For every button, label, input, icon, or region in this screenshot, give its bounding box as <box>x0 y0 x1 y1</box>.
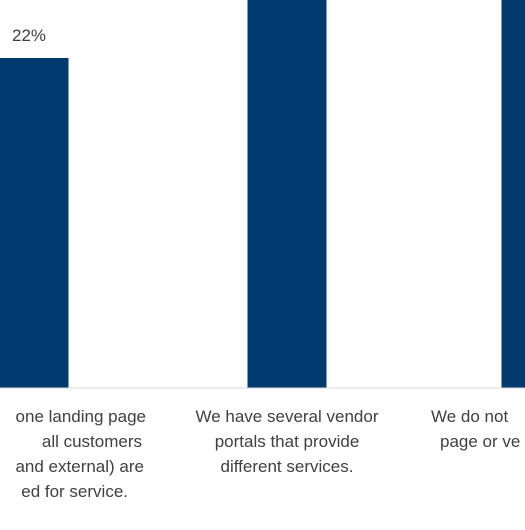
bar-2 <box>502 0 525 388</box>
category-label-0-line-2: and external) are <box>15 457 144 476</box>
category-label-1-line-0: We have several vendor <box>195 407 378 426</box>
category-labels-layer: one landing page all customers and externa… <box>15 407 520 501</box>
category-label-0-line-3: ed for service. <box>21 482 128 501</box>
bars-layer <box>0 0 525 388</box>
category-label-0-line-0: one landing page <box>16 407 146 426</box>
data-label-0: 22% <box>12 26 46 45</box>
bar-0 <box>0 58 69 388</box>
category-label-1: We have several vendor portals that provi… <box>195 407 378 476</box>
category-label-2-line-1: page or ve <box>440 432 520 451</box>
category-label-2-line-0: We do not <box>431 407 508 426</box>
category-label-0: one landing page all customers and externa… <box>15 407 146 501</box>
category-label-2: We do not page or ve <box>431 407 520 451</box>
category-label-0-line-1: all customers <box>42 432 142 451</box>
bar-1 <box>248 0 327 388</box>
category-label-1-line-1: portals that provide <box>215 432 360 451</box>
category-label-1-line-2: different services. <box>221 457 354 476</box>
